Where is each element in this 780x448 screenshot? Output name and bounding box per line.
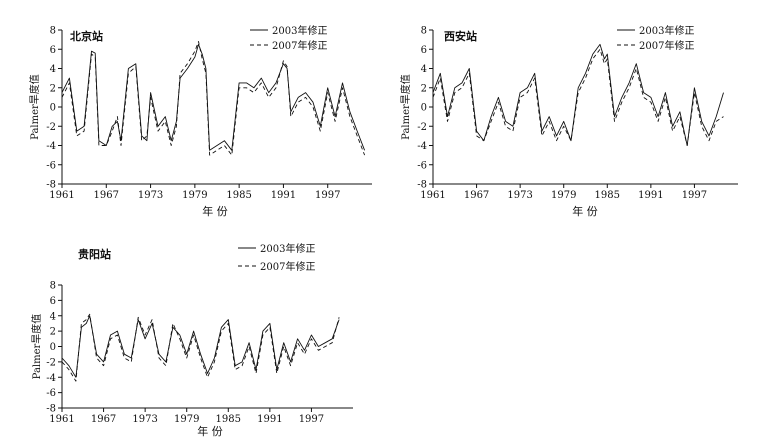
x-tick-label: 1979 (551, 190, 576, 201)
y-tick-label: 6 (50, 45, 56, 56)
legend-entry: 2007年修正 (272, 39, 327, 52)
y-tick-label: 0 (421, 103, 427, 114)
x-axis-label: 年 份 (572, 204, 598, 218)
y-tick-label: 4 (50, 311, 56, 322)
x-tick-label: 1985 (226, 190, 251, 201)
y-tick-label: -6 (417, 160, 427, 171)
x-tick-label: 1973 (132, 414, 157, 425)
y-tick-label: -4 (417, 141, 427, 152)
y-tick-label: 2 (421, 83, 427, 94)
y-tick-label: -2 (46, 122, 56, 133)
x-tick-label: 1991 (271, 190, 296, 201)
y-tick-label: 6 (421, 45, 427, 56)
series-line-1 (61, 41, 366, 156)
x-tick-label: 1973 (138, 190, 163, 201)
series-line-0 (432, 43, 724, 146)
y-tick-label: -8 (46, 404, 56, 415)
station-label: 贵阳站 (78, 247, 111, 261)
y-tick-label: -8 (46, 180, 56, 191)
x-axis-label: 年 份 (202, 204, 228, 218)
series-line-0 (61, 315, 340, 378)
y-axis-label: Palmer旱度值 (30, 314, 43, 380)
station-label: 西安站 (444, 29, 477, 43)
legend-entry: 2003年修正 (272, 24, 327, 37)
y-tick-label: 0 (50, 103, 56, 114)
x-tick-label: 1979 (174, 414, 199, 425)
y-axis-label: Palmer旱度值 (28, 74, 41, 140)
y-tick-label: 0 (50, 342, 56, 353)
series-line-0 (61, 43, 366, 151)
y-tick-label: -2 (46, 357, 56, 368)
x-tick-label: 1991 (638, 190, 663, 201)
y-tick-label: -6 (46, 388, 56, 399)
x-tick-label: 1961 (49, 414, 74, 425)
x-tick-label: 1997 (315, 190, 340, 201)
x-tick-label: 1967 (91, 414, 116, 425)
station-label: 北京站 (70, 29, 103, 43)
x-tick-label: 1997 (299, 414, 324, 425)
x-tick-label: 1967 (94, 190, 119, 201)
x-tick-label: 1979 (182, 190, 207, 201)
x-tick-label: 1961 (49, 190, 74, 201)
y-tick-label: -6 (46, 160, 56, 171)
y-tick-label: -4 (46, 373, 56, 384)
y-tick-label: 2 (50, 83, 56, 94)
y-tick-label: 6 (50, 296, 56, 307)
legend-entry: 2003年修正 (260, 242, 315, 255)
x-tick-label: 1991 (257, 414, 282, 425)
legend-entry: 2003年修正 (639, 24, 694, 37)
x-axis-label: 年 份 (197, 424, 223, 438)
y-tick-label: 4 (50, 64, 56, 75)
series-line-1 (61, 313, 340, 382)
y-tick-label: 8 (50, 281, 56, 292)
series-line-1 (432, 48, 724, 146)
y-tick-label: 4 (421, 64, 427, 75)
legend-entry: 2007年修正 (260, 260, 315, 273)
legend-entry: 2007年修正 (639, 39, 694, 52)
y-tick-label: 8 (50, 26, 56, 37)
x-tick-label: 1961 (420, 190, 445, 201)
x-tick-label: 1967 (464, 190, 489, 201)
y-tick-label: 8 (421, 26, 427, 37)
x-tick-label: 1997 (682, 190, 707, 201)
y-tick-label: -2 (417, 122, 427, 133)
y-axis-label: Palmer旱度值 (399, 74, 412, 140)
x-tick-label: 1985 (595, 190, 620, 201)
y-tick-label: 2 (50, 327, 56, 338)
x-tick-label: 1985 (216, 414, 241, 425)
y-tick-label: -8 (417, 180, 427, 191)
y-tick-label: -4 (46, 141, 56, 152)
x-tick-label: 1973 (507, 190, 532, 201)
